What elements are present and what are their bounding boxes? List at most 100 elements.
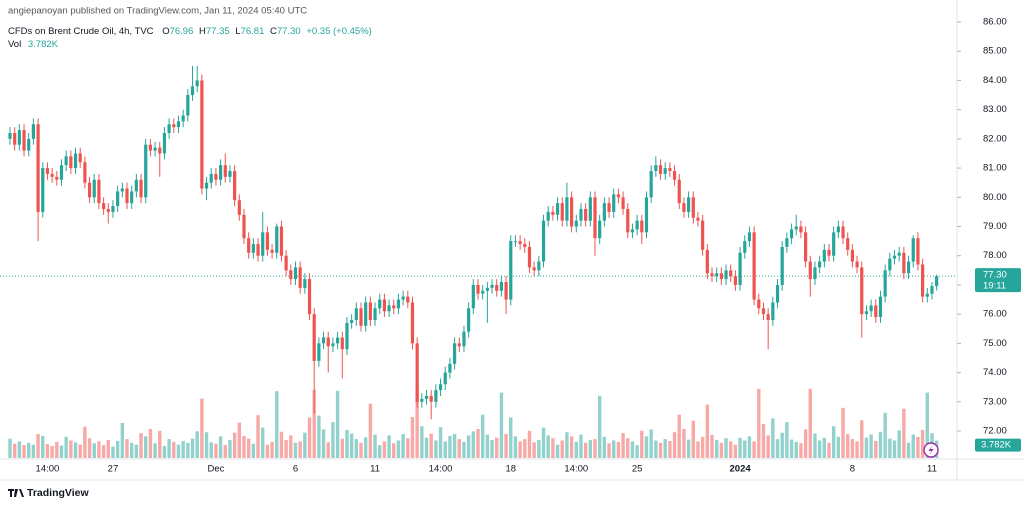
candle-body — [130, 191, 134, 204]
candle-body — [846, 238, 850, 250]
last-price-label: 77.30 — [983, 270, 1007, 281]
byline: angiepanoyan published on TradingView.co… — [8, 6, 307, 17]
candle-body — [373, 308, 377, 320]
volume-bar — [256, 415, 260, 458]
volume-bar — [541, 427, 546, 458]
volume-bar — [649, 429, 653, 458]
volume-bar — [186, 442, 190, 458]
legend-key: L — [235, 26, 240, 37]
volume-bar — [87, 438, 92, 458]
candle-body — [64, 156, 68, 166]
legend-key: H — [199, 26, 206, 37]
candle-body — [378, 299, 382, 309]
candle-body — [200, 80, 204, 189]
x-tick-label: 18 — [505, 464, 516, 475]
candle-body — [242, 214, 246, 239]
volume-bar — [569, 436, 574, 458]
volume-legend: Vol 3.782K — [8, 39, 59, 50]
candle-body — [888, 258, 892, 271]
volume-bar — [888, 438, 892, 458]
candle-body — [925, 293, 929, 297]
candle-body — [635, 220, 639, 230]
volume-bar — [850, 439, 855, 458]
volume-bar — [710, 434, 714, 458]
candle-body — [340, 337, 344, 350]
volume-bar — [560, 440, 564, 458]
volume-bar — [289, 435, 293, 458]
volume-bar — [902, 408, 906, 458]
volume-bar — [17, 441, 22, 458]
candle-body — [97, 179, 101, 204]
x-tick-label: 2024 — [730, 464, 752, 475]
candle-body — [237, 200, 241, 215]
candle-body — [78, 153, 82, 163]
volume-bar — [195, 431, 199, 458]
candle-body — [593, 197, 597, 239]
volume-bar — [41, 435, 45, 458]
candle-body — [621, 197, 625, 209]
volume-bar — [242, 435, 246, 458]
volume-bar — [125, 439, 129, 458]
replay-icon[interactable] — [923, 442, 939, 458]
candle-body — [45, 168, 50, 174]
candle-body — [916, 238, 920, 265]
volume-bar — [668, 440, 672, 458]
candle-body — [902, 252, 906, 274]
volume-bar — [251, 443, 256, 458]
volume-bar — [602, 436, 607, 458]
volume-bar — [78, 444, 82, 458]
candle-body — [668, 168, 672, 171]
volume-bar — [794, 441, 798, 458]
x-tick-label: 6 — [293, 464, 298, 475]
brand-logo — [8, 489, 24, 497]
x-tick-label: 8 — [850, 464, 855, 475]
candle-body — [41, 168, 45, 212]
candle-body — [799, 226, 803, 233]
candle-body — [537, 261, 541, 271]
volume-bar — [50, 446, 54, 458]
volume-bar — [822, 437, 827, 458]
volume-bar — [22, 445, 26, 458]
candle-body — [448, 363, 452, 373]
volume-bar — [200, 398, 204, 458]
volume-bar — [761, 423, 766, 458]
candle-body — [813, 267, 817, 280]
volume-bar — [663, 439, 667, 458]
y-tick-label: 72.00 — [983, 426, 1007, 437]
volume-bar — [148, 428, 153, 458]
volume-bar — [752, 441, 756, 458]
volume-bar — [551, 438, 555, 458]
volume-bar — [176, 444, 181, 458]
x-tick-label: 11 — [370, 464, 380, 475]
volume-bar — [335, 390, 340, 458]
volume-bar — [700, 436, 705, 458]
volume-bar — [434, 440, 438, 458]
candle-body — [167, 124, 171, 134]
candle-body — [523, 244, 527, 247]
volume-bar — [162, 446, 167, 458]
candle-body — [120, 188, 124, 192]
volume-bar — [480, 414, 485, 458]
candle-body — [424, 395, 429, 399]
volume-bar — [593, 439, 597, 458]
candle-body — [111, 206, 115, 212]
volume-bar — [261, 427, 265, 458]
candle-body — [116, 191, 120, 207]
volume-bar — [729, 441, 733, 458]
candle-body — [50, 173, 54, 177]
volume-bar — [485, 434, 490, 458]
candle-body — [588, 197, 592, 221]
volume-bar — [808, 388, 812, 458]
candle-body — [270, 249, 274, 253]
volume-bar — [92, 443, 96, 458]
candle-body — [752, 232, 756, 300]
candle-body — [626, 208, 630, 233]
candle-body — [691, 197, 695, 218]
candle-body — [125, 188, 129, 204]
candle-body — [906, 261, 911, 274]
x-tick-label: 11 — [927, 464, 937, 475]
candle-body — [878, 296, 883, 318]
candle-body — [574, 220, 578, 227]
legend-key: C — [270, 26, 277, 37]
